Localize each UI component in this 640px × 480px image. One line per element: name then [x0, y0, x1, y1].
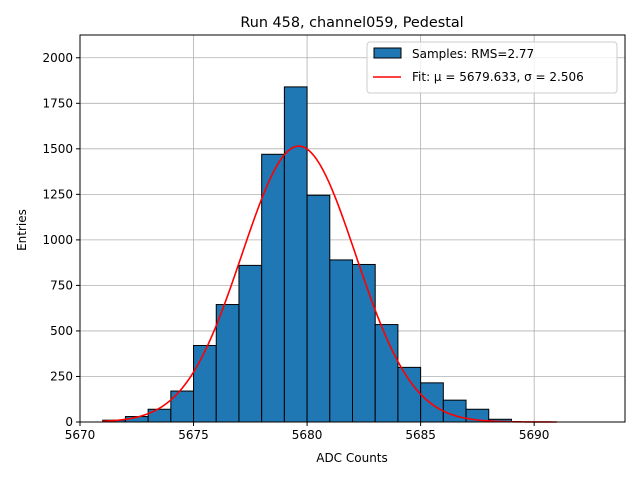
y-tick-label: 2000: [42, 51, 73, 65]
histogram-bar: [238, 264, 263, 423]
y-tick-label: 750: [50, 278, 73, 292]
histogram-bar: [397, 366, 422, 423]
x-tick-label: 5670: [65, 428, 96, 442]
x-tick-label: 5675: [178, 428, 209, 442]
legend-histogram-swatch: [373, 47, 402, 59]
fit-curve-group: [102, 145, 557, 423]
histogram-bar: [329, 259, 353, 423]
histogram-bar: [420, 382, 444, 423]
plot-frame: [79, 34, 626, 423]
histogram-bar: [352, 263, 376, 423]
x-axis-label: ADC Counts: [316, 451, 388, 465]
histogram-bar: [442, 399, 467, 423]
x-axis-ticks: 5670 5675 5680 5685 5690: [65, 422, 550, 442]
y-tick-label: 1500: [42, 142, 73, 156]
y-tick-label: 1250: [42, 187, 73, 201]
y-axis-label: Entries: [15, 209, 29, 251]
histogram-bar: [147, 408, 172, 423]
histogram-bars: [102, 86, 512, 423]
legend-histogram-label: Samples: RMS=2.77: [412, 47, 534, 61]
x-tick-label: 5690: [519, 428, 550, 442]
fit-curve: [102, 145, 557, 423]
y-tick-label: 250: [50, 369, 73, 383]
histogram-bar: [193, 345, 217, 423]
histogram-bar: [215, 304, 240, 423]
x-tick-label: 5685: [405, 428, 436, 442]
y-tick-label: 1000: [42, 233, 73, 247]
y-tick-label: 500: [50, 324, 73, 338]
legend-box: [366, 41, 618, 94]
y-tick-label: 0: [65, 415, 73, 429]
chart-title: Run 458, channel059, Pedestal: [240, 15, 463, 31]
legend: Samples: RMS=2.77 Fit: μ = 5679.633, σ =…: [366, 41, 618, 94]
legend-fit-label: Fit: μ = 5679.633, σ = 2.506: [412, 70, 584, 84]
y-axis-ticks: 0 250 500 750 1000 1250 1500 1750 2000: [42, 51, 80, 429]
x-tick-label: 5680: [292, 428, 323, 442]
histogram-bar: [306, 194, 331, 423]
y-tick-label: 1750: [42, 96, 73, 110]
histogram-bar: [261, 153, 285, 423]
histogram-bar: [283, 86, 308, 423]
